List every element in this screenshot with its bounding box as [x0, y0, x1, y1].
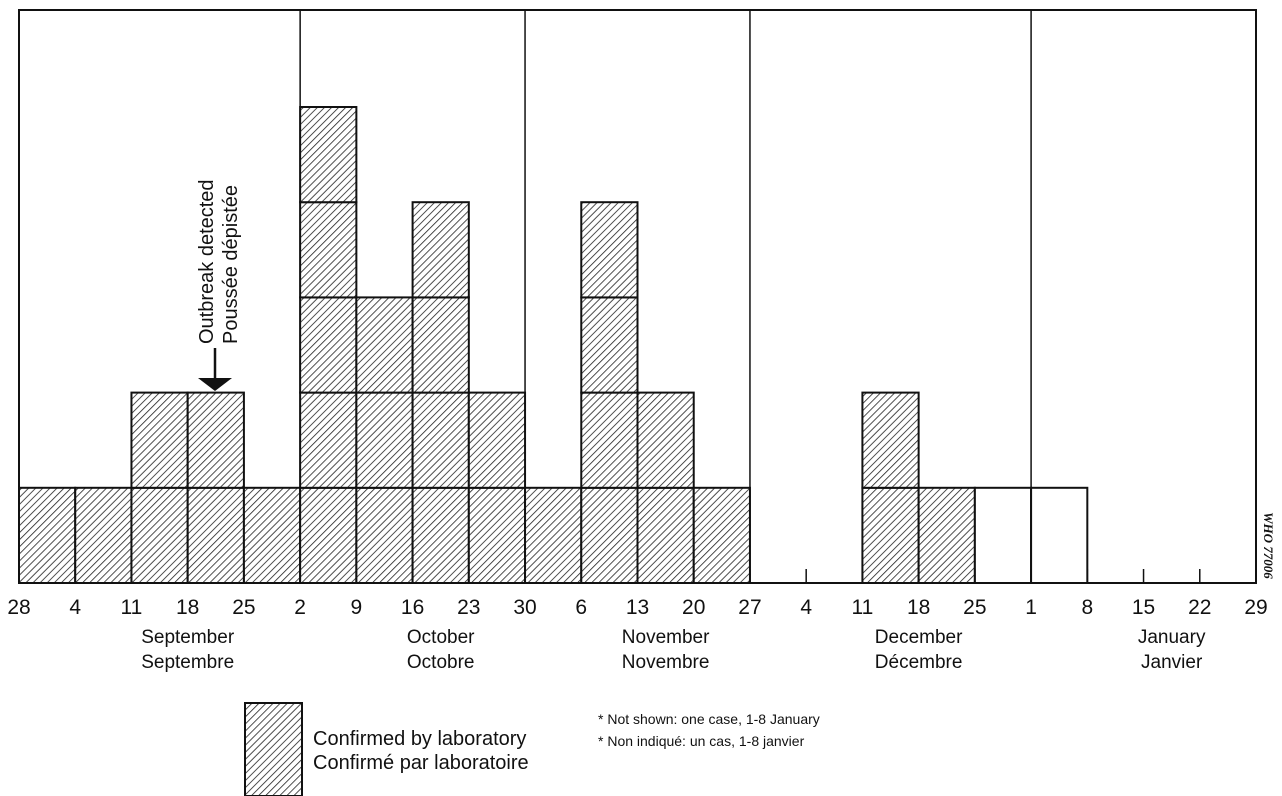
- month-label-fr: Décembre: [875, 652, 963, 673]
- x-tick-label: 27: [738, 596, 761, 619]
- case-box-confirmed: [692, 486, 751, 584]
- case-box-confirmed: [580, 201, 639, 299]
- x-tick-label: 29: [1244, 596, 1267, 619]
- month-label-fr: Janvier: [1141, 652, 1203, 673]
- x-tick-label: 22: [1188, 596, 1211, 619]
- month-label-en: November: [622, 627, 710, 648]
- case-box-confirmed: [299, 106, 358, 204]
- case-box-confirmed: [861, 391, 920, 489]
- x-tick-label: 11: [121, 596, 143, 619]
- x-tick-label: 20: [682, 596, 705, 619]
- x-tick-label: 30: [513, 596, 536, 619]
- case-box-confirmed: [467, 486, 527, 584]
- annotation-line-1: Outbreak detected: [196, 179, 218, 344]
- note-en: * Not shown: one case, 1-8 January: [598, 711, 820, 727]
- month-labels: September Septembre October Octobre November…: [141, 627, 1206, 673]
- case-box-confirmed: [580, 486, 639, 584]
- legend-swatch: [244, 702, 303, 796]
- legend-label-en: Confirmed by laboratory: [313, 728, 527, 750]
- x-tick-label: 18: [907, 596, 930, 619]
- x-tick-label: 16: [401, 596, 424, 619]
- case-box-confirmed: [636, 391, 695, 489]
- bars-group: [18, 106, 1089, 584]
- case-box-confirmed: [242, 486, 302, 584]
- case-box-confirmed: [411, 201, 470, 299]
- case-box-confirmed: [467, 391, 527, 489]
- x-tick-label: 18: [176, 596, 199, 619]
- x-tick-label: 25: [963, 596, 986, 619]
- month-label-en: December: [875, 627, 963, 648]
- case-box-unconfirmed: [973, 486, 1033, 584]
- case-box-confirmed: [18, 486, 77, 584]
- case-box-confirmed: [411, 296, 470, 394]
- case-box-confirmed: [186, 391, 245, 489]
- case-box-confirmed: [355, 486, 414, 584]
- case-box-confirmed: [130, 391, 189, 489]
- x-tick-label: 13: [626, 596, 649, 619]
- x-tick-label: 1: [1025, 596, 1037, 619]
- x-tick-label: 4: [69, 596, 81, 619]
- x-tick-label: 8: [1081, 596, 1093, 619]
- case-box-confirmed: [580, 296, 639, 394]
- month-label-en: January: [1138, 627, 1206, 648]
- x-tick-label: 2: [294, 596, 306, 619]
- case-box-confirmed: [580, 391, 639, 489]
- month-label-en: October: [407, 627, 475, 648]
- case-box-confirmed: [917, 486, 976, 584]
- legend-label-fr: Confirmé par laboratoire: [313, 752, 529, 774]
- month-label-fr: Octobre: [407, 652, 475, 673]
- case-box-confirmed: [355, 296, 414, 394]
- figure-code: WHO 77006: [1261, 512, 1276, 579]
- annotation-arrow-head: [198, 378, 232, 391]
- outbreak-annotation: Outbreak detected Poussée dépistée: [196, 179, 242, 391]
- x-tick-label: 4: [800, 596, 812, 619]
- case-box-confirmed: [524, 486, 583, 584]
- case-box-confirmed: [636, 486, 695, 584]
- x-axis-ticks: 28 4 11 18 25 2 9 16 23 30 6 13 20 27 4 11 18 25 1 8 15 22 29: [7, 569, 1268, 619]
- note-fr: * Non indiqué: un cas, 1-8 janvier: [598, 733, 805, 749]
- month-label-fr: Septembre: [141, 652, 234, 673]
- month-label-en: September: [141, 627, 235, 648]
- x-tick-label: 23: [457, 596, 480, 619]
- case-box-confirmed: [74, 486, 133, 584]
- x-tick-label: 15: [1132, 596, 1155, 619]
- annotation-line-2: Poussée dépistée: [220, 185, 242, 344]
- case-box-unconfirmed: [1030, 486, 1089, 584]
- case-box-confirmed: [299, 391, 358, 489]
- case-box-confirmed: [299, 201, 358, 299]
- x-tick-label: 6: [575, 596, 587, 619]
- case-box-confirmed: [186, 486, 245, 584]
- case-box-confirmed: [299, 486, 358, 584]
- x-tick-label: 25: [232, 596, 255, 619]
- case-box-confirmed: [130, 486, 189, 584]
- month-label-fr: Novembre: [622, 652, 710, 673]
- x-tick-label: 28: [7, 596, 30, 619]
- x-tick-label: 11: [852, 596, 874, 619]
- x-tick-label: 9: [351, 596, 363, 619]
- case-box-confirmed: [411, 391, 470, 489]
- case-box-confirmed: [355, 391, 414, 489]
- case-box-confirmed: [411, 486, 470, 584]
- case-box-confirmed: [861, 486, 920, 584]
- case-box-confirmed: [299, 296, 358, 394]
